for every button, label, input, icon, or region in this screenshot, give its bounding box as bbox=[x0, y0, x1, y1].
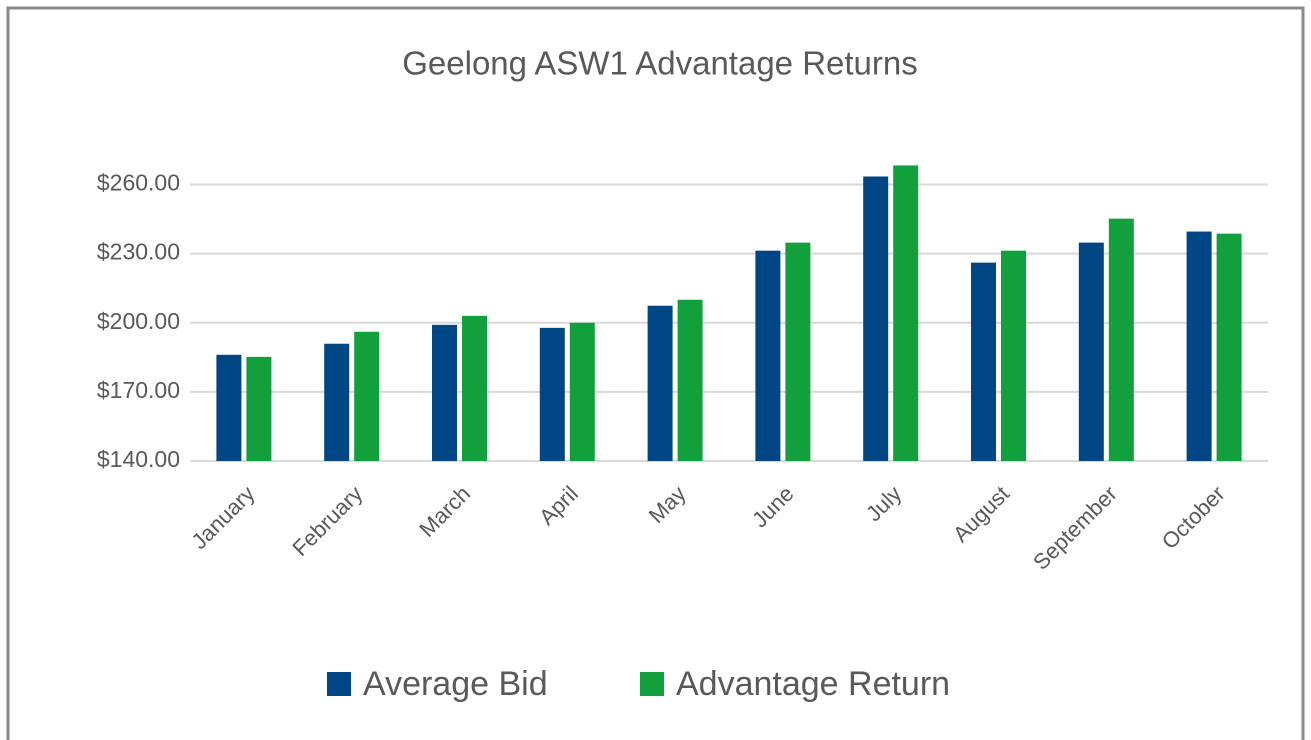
bar bbox=[971, 262, 996, 461]
legend-label: Advantage Return bbox=[676, 665, 950, 703]
bar bbox=[1078, 242, 1104, 461]
chart-title: Geelong ASW1 Advantage Returns bbox=[402, 45, 918, 82]
bar bbox=[677, 299, 703, 461]
bar bbox=[755, 250, 781, 461]
bar bbox=[539, 327, 565, 461]
y-tick-label: $260.00 bbox=[97, 170, 180, 196]
bar bbox=[569, 322, 595, 461]
bar bbox=[462, 315, 487, 461]
y-tick-label: $140.00 bbox=[97, 446, 180, 472]
bar bbox=[354, 331, 380, 461]
bar bbox=[216, 354, 242, 461]
bar bbox=[1186, 231, 1212, 461]
legend-swatch bbox=[640, 672, 664, 696]
bar bbox=[1001, 250, 1026, 461]
bar bbox=[647, 305, 673, 461]
bar bbox=[246, 356, 272, 461]
bar bbox=[1216, 233, 1242, 461]
bar bbox=[863, 176, 889, 461]
y-tick-label: $170.00 bbox=[97, 377, 180, 403]
bar bbox=[324, 343, 350, 461]
bar bbox=[785, 242, 811, 461]
y-tick-label: $230.00 bbox=[97, 239, 180, 265]
y-tick-label: $200.00 bbox=[97, 308, 180, 334]
bar bbox=[1108, 218, 1134, 461]
bar bbox=[432, 324, 457, 461]
legend-swatch bbox=[327, 672, 351, 696]
bar bbox=[893, 165, 919, 461]
legend-label: Average Bid bbox=[363, 665, 548, 703]
